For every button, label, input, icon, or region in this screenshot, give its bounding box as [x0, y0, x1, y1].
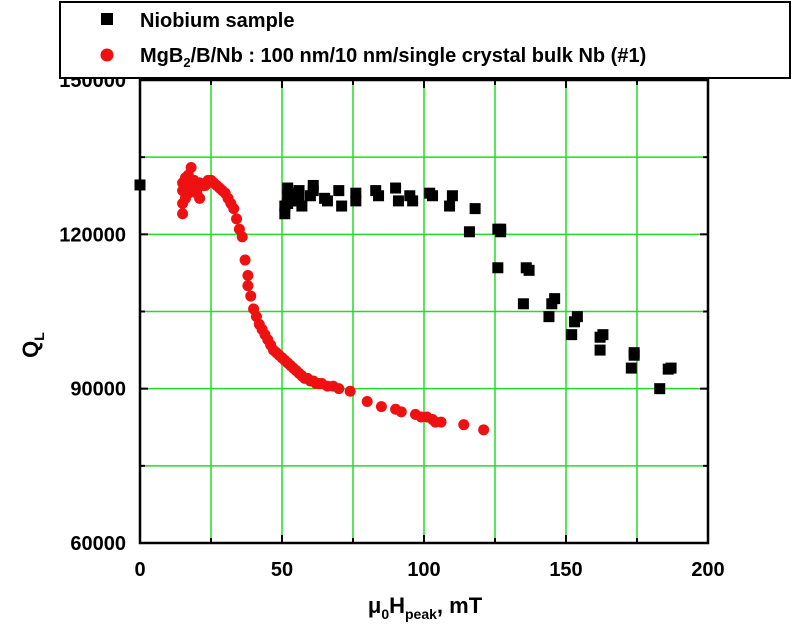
- legend: Niobium sample MgB2/B/Nb : 100 nm/10 nm/…: [59, 1, 791, 79]
- niobium-point: [407, 195, 419, 207]
- mgb2-point: [478, 424, 490, 436]
- niobium-point: [350, 195, 362, 207]
- legend-marker-niobium: [101, 13, 113, 25]
- data-points: [134, 161, 677, 436]
- y-axis-title-sub: L: [31, 332, 47, 341]
- y-tick-label: 60000: [70, 533, 126, 555]
- mgb2-point: [458, 419, 470, 431]
- niobium-point: [517, 298, 529, 310]
- niobium-point: [279, 208, 291, 220]
- y-tick-label: 120000: [59, 224, 126, 246]
- niobium-point: [625, 362, 637, 374]
- mgb2-point: [194, 192, 206, 204]
- x-axis-title-unit: , mT: [437, 593, 483, 618]
- y-axis-title: QL: [18, 332, 47, 358]
- x-tick-label: 200: [691, 559, 724, 581]
- x-axis-title-sub1: 0: [381, 606, 389, 622]
- niobium-point: [566, 329, 578, 341]
- niobium-point: [543, 311, 555, 323]
- niobium-point: [594, 344, 606, 356]
- niobium-point: [293, 185, 305, 197]
- niobium-point: [628, 347, 640, 359]
- mgb2-point: [344, 385, 356, 397]
- legend-label-mgb2-sub: 2: [183, 55, 190, 70]
- mgb2-point: [375, 401, 387, 413]
- niobium-point: [571, 311, 583, 323]
- niobium-point: [446, 190, 458, 202]
- niobium-point: [523, 264, 535, 276]
- niobium-point: [321, 195, 333, 207]
- niobium-point: [444, 200, 456, 212]
- niobium-point: [597, 329, 609, 341]
- mgb2-point: [177, 208, 189, 220]
- mgb2-point: [242, 269, 254, 281]
- mgb2-point: [245, 290, 257, 302]
- niobium-point: [285, 187, 297, 199]
- mgb2-point: [435, 416, 447, 428]
- mgb2-point: [361, 396, 373, 408]
- niobium-point: [333, 185, 345, 197]
- mgb2-point: [239, 254, 251, 266]
- niobium-point: [390, 182, 402, 194]
- niobium-point: [654, 383, 666, 395]
- legend-label-mgb2: MgB2/B/Nb : 100 nm/10 nm/single crystal …: [140, 45, 646, 70]
- niobium-point: [492, 262, 504, 274]
- mgb2-point: [333, 383, 345, 395]
- legend-box: [59, 1, 791, 79]
- niobium-point: [549, 293, 561, 305]
- grid-lines: [140, 80, 708, 543]
- niobium-point: [495, 223, 507, 235]
- legend-marker-mgb2: [100, 48, 114, 62]
- niobium-point: [285, 195, 297, 207]
- legend-label-niobium: Niobium sample: [140, 10, 294, 32]
- x-axis-title: μ0Hpeak, mT: [368, 593, 483, 622]
- x-tick-label: 100: [407, 559, 440, 581]
- niobium-point: [427, 190, 439, 202]
- x-tick-label: 50: [271, 559, 293, 581]
- mgb2-point: [231, 213, 243, 225]
- niobium-point: [350, 187, 362, 199]
- niobium-point: [373, 190, 385, 202]
- mgb2-point: [236, 231, 248, 243]
- legend-label-mgb2-part2: /B/Nb : 100 nm/10 nm/single crystal bulk…: [191, 45, 647, 67]
- niobium-point: [665, 362, 677, 374]
- niobium-point: [463, 226, 475, 238]
- niobium-point: [296, 200, 308, 212]
- y-axis-title-q: Q: [18, 341, 43, 358]
- mgb2-point: [242, 280, 254, 292]
- x-tick-label: 0: [134, 559, 145, 581]
- x-axis-title-sub2: peak: [405, 606, 437, 622]
- y-tick-label: 90000: [70, 379, 126, 401]
- niobium-point: [392, 195, 404, 207]
- x-tick-label: 150: [549, 559, 582, 581]
- mgb2-point: [228, 203, 240, 215]
- mgb2-point: [395, 406, 407, 418]
- niobium-point: [307, 179, 319, 191]
- axis-ticks: [139, 79, 709, 544]
- niobium-point: [469, 203, 481, 215]
- legend-label-mgb2-part1: MgB: [140, 45, 183, 67]
- x-axis-title-mu: μ: [368, 593, 381, 618]
- niobium-point: [336, 200, 348, 212]
- mgb2-point: [185, 161, 197, 173]
- x-axis-title-h: H: [389, 593, 405, 618]
